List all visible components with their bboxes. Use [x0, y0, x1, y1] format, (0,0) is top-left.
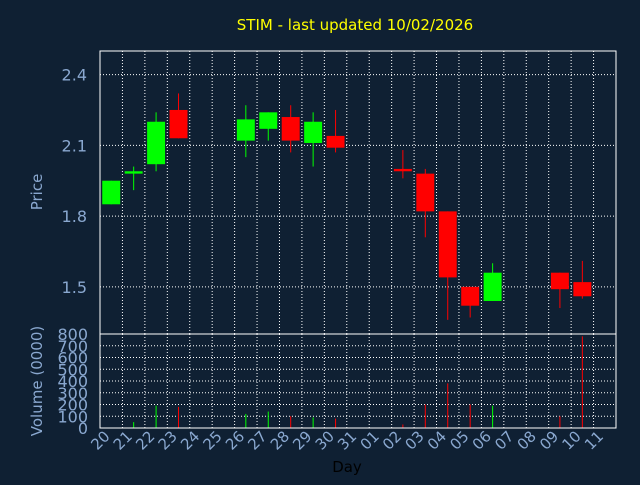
candle-body [281, 117, 300, 141]
candle-body [393, 168, 412, 172]
price-tick-labels: 2.4 2.1 1.8 1.5 [62, 66, 87, 297]
price-grid [100, 51, 616, 334]
candle-body [236, 119, 255, 141]
candle-body [102, 180, 121, 205]
price-tick-label: 2.4 [62, 66, 87, 85]
candle-body [259, 112, 278, 129]
candle-body [483, 272, 502, 301]
candle-body [169, 109, 188, 139]
volume-tick-label: 200 [57, 396, 88, 415]
candle-body [326, 135, 345, 148]
volume-tick-label: 0 [78, 419, 88, 438]
price-axis-label: Price [28, 174, 46, 211]
candle-body [550, 272, 569, 290]
x-tick-labels: 2021222324252627282930310102030405060708… [87, 427, 607, 453]
x-axis-label: Day [332, 458, 362, 476]
candle-body [416, 173, 435, 212]
volume-tick-label: 500 [57, 360, 88, 379]
volume-tick-label: 700 [57, 337, 88, 356]
volume-tick-label: 100 [57, 407, 88, 426]
candles [102, 93, 592, 320]
price-tick-label: 1.5 [62, 278, 87, 297]
candle-body [147, 121, 166, 165]
plot-frames [99, 50, 617, 429]
volume-axis-label: Volume (0000) [28, 326, 46, 436]
candle-body [304, 121, 323, 143]
candle-body [438, 211, 457, 278]
volume-tick-label: 400 [57, 372, 88, 391]
price-tick-label: 1.8 [62, 207, 87, 226]
candle-body [461, 286, 480, 306]
volume-tick-label: 600 [57, 349, 88, 368]
candle-body [124, 171, 143, 174]
price-tick-label: 2.1 [62, 136, 87, 155]
candle-body [573, 282, 592, 297]
volume-tick-label: 800 [57, 325, 88, 344]
chart-title: STIM - last updated 10/02/2026 [237, 16, 473, 34]
volume-panel-frame [99, 333, 617, 429]
volume-tick-label: 300 [57, 384, 88, 403]
volume-bars [133, 336, 583, 428]
